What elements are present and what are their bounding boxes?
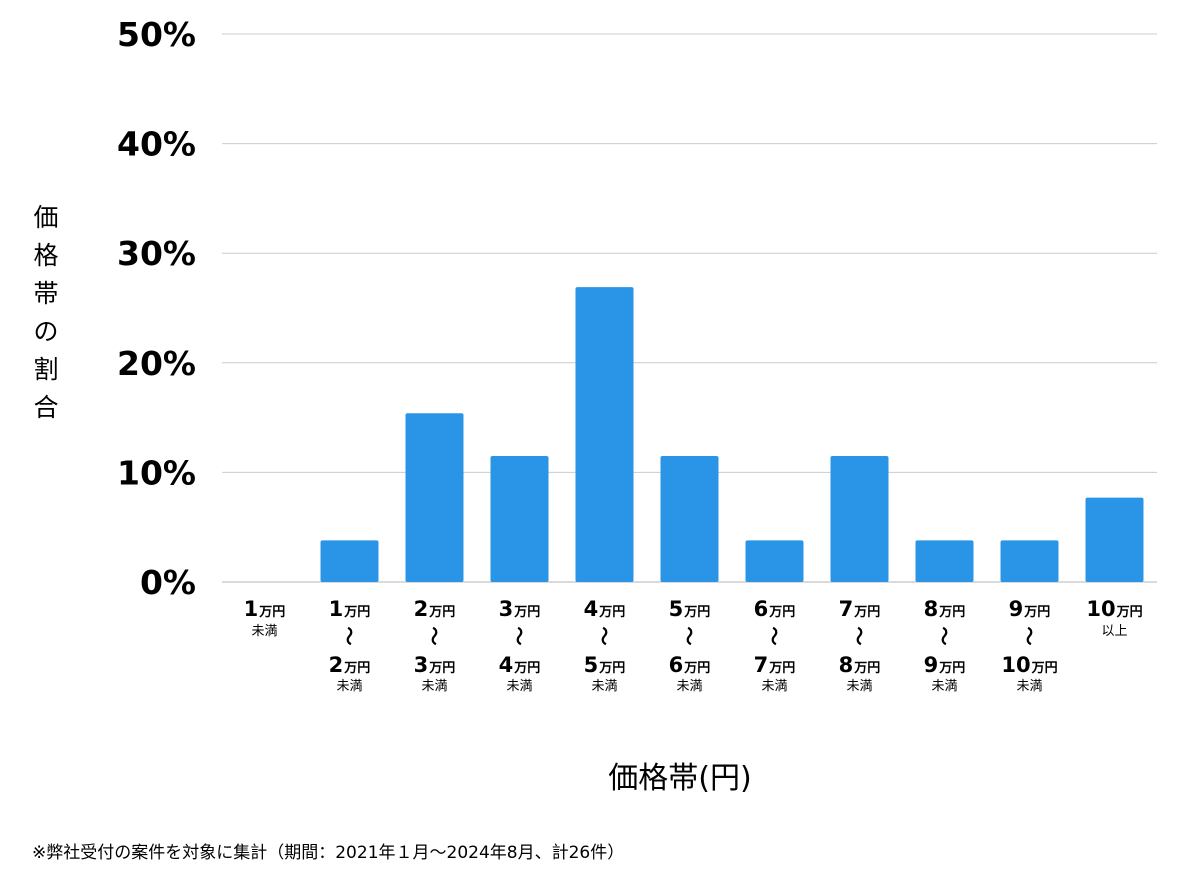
x-tick-note: 以上 <box>1101 624 1127 639</box>
bar <box>575 287 634 582</box>
bar <box>1000 540 1059 582</box>
bar <box>490 455 549 582</box>
bars <box>320 287 1144 582</box>
x-tick-amount: 1万円 <box>244 597 286 621</box>
y-tick-label: 0% <box>140 563 196 602</box>
y-axis-label-char: 価 <box>33 203 58 232</box>
x-tick-amount: 10万円 <box>1001 653 1057 677</box>
bar <box>320 540 379 582</box>
x-tick-amount: 7万円 <box>839 597 881 621</box>
x-tick-note: 未満 <box>676 679 702 694</box>
x-tick-range-mark: 〜 <box>1018 626 1040 645</box>
y-axis-label-char: 割 <box>33 355 58 384</box>
x-tick-amount: 2万円 <box>329 653 371 677</box>
x-tick-range-mark: 〜 <box>678 626 700 645</box>
bar <box>830 455 889 582</box>
x-axis-categories: 1万円未満1万円〜2万円未満2万円〜3万円未満3万円〜4万円未満4万円〜5万円未… <box>244 597 1143 694</box>
x-tick-amount: 6万円 <box>669 653 711 677</box>
bar <box>405 413 464 582</box>
x-tick-range-mark: 〜 <box>593 626 615 645</box>
x-tick-amount: 3万円 <box>499 597 541 621</box>
bar <box>915 540 974 582</box>
x-tick-amount: 6万円 <box>754 597 796 621</box>
y-axis-label-char: の <box>33 317 58 346</box>
x-tick-amount: 2万円 <box>414 597 456 621</box>
y-tick-label: 10% <box>117 453 196 492</box>
x-tick-amount: 10万円 <box>1086 597 1142 621</box>
x-tick-note: 未満 <box>931 679 957 694</box>
x-tick-amount: 9万円 <box>1009 597 1051 621</box>
y-tick-label: 30% <box>117 234 196 273</box>
x-tick-note: 未満 <box>846 679 872 694</box>
x-tick-note: 未満 <box>251 624 277 639</box>
x-tick-range-mark: 〜 <box>763 626 785 645</box>
x-tick-amount: 1万円 <box>329 597 371 621</box>
x-tick-note: 未満 <box>421 679 447 694</box>
x-tick-amount: 5万円 <box>584 653 626 677</box>
x-axis-label: 価格帯(円) <box>608 761 751 796</box>
bar <box>745 540 804 582</box>
y-axis-label-char: 合 <box>33 393 58 422</box>
x-tick-note: 未満 <box>591 679 617 694</box>
x-tick-range-mark: 〜 <box>508 626 530 645</box>
x-tick-range-mark: 〜 <box>423 626 445 645</box>
footnote: ※弊社受付の案件を対象に集計（期間：2021年１月〜2024年8月、計26件） <box>32 843 625 863</box>
x-tick-range-mark: 〜 <box>338 626 360 645</box>
x-tick-amount: 4万円 <box>584 597 626 621</box>
x-tick-amount: 9万円 <box>924 653 966 677</box>
grid-lines <box>222 33 1157 583</box>
x-tick-amount: 3万円 <box>414 653 456 677</box>
y-tick-label: 40% <box>117 125 196 164</box>
x-tick-range-mark: 〜 <box>848 626 870 645</box>
x-tick-amount: 8万円 <box>839 653 881 677</box>
x-tick-range-mark: 〜 <box>933 626 955 645</box>
x-tick-note: 未満 <box>761 679 787 694</box>
x-tick-amount: 5万円 <box>669 597 711 621</box>
x-tick-note: 未満 <box>506 679 532 694</box>
y-axis-ticks: 0% 10% 20% 30% 40% 50% <box>117 15 196 602</box>
y-tick-label: 20% <box>117 344 196 383</box>
x-tick-amount: 7万円 <box>754 653 796 677</box>
x-tick-amount: 4万円 <box>499 653 541 677</box>
bar <box>660 455 719 582</box>
y-axis-label-char: 帯 <box>33 279 58 308</box>
y-axis-label-char: 格 <box>33 241 58 270</box>
y-tick-label: 50% <box>117 15 196 54</box>
x-tick-note: 未満 <box>1016 679 1042 694</box>
x-tick-amount: 8万円 <box>924 597 966 621</box>
bar <box>1085 497 1144 582</box>
x-tick-note: 未満 <box>336 679 362 694</box>
